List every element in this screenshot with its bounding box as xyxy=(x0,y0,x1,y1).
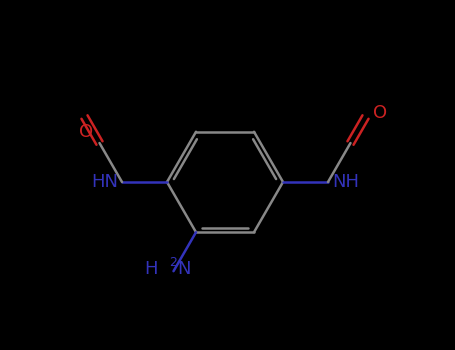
Text: O: O xyxy=(80,123,94,141)
Text: 2: 2 xyxy=(170,256,177,269)
Text: N: N xyxy=(177,260,191,278)
Text: H: H xyxy=(144,260,157,278)
Text: O: O xyxy=(374,104,388,122)
Text: HN: HN xyxy=(91,173,118,191)
Text: NH: NH xyxy=(332,173,359,191)
